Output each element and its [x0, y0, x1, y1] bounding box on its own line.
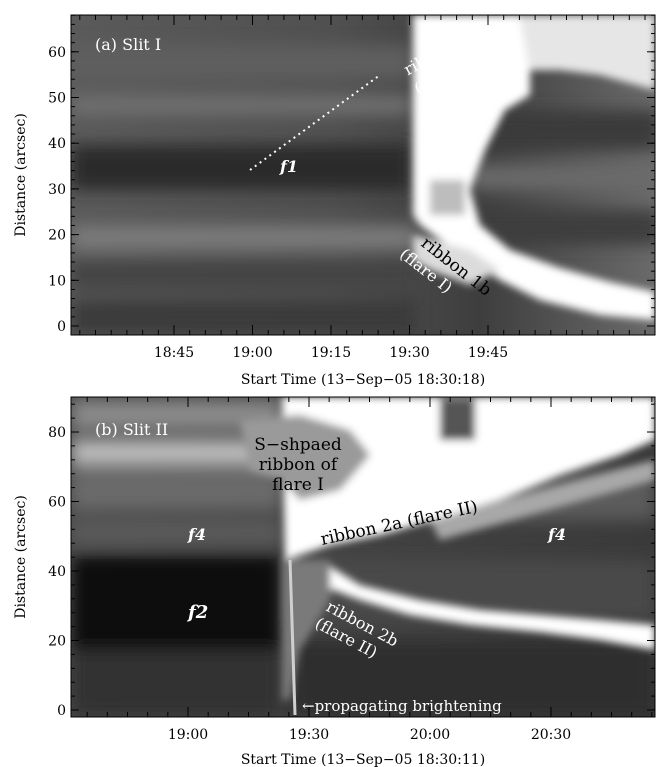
panel-b-xlabel: Start Time (13−Sep−05 18:30:11) [241, 752, 485, 767]
y-tick-label: 20 [48, 634, 66, 650]
y-tick-label: 30 [48, 182, 66, 198]
y-tick-label: 10 [48, 273, 66, 289]
x-tick-label: 19:00 [232, 345, 272, 361]
y-tick-label: 60 [48, 495, 66, 511]
y-tick-label: 40 [48, 136, 66, 152]
y-tick-label: 0 [57, 703, 66, 719]
x-tick-label: 18:45 [154, 345, 194, 361]
panel-b-f4-left: f4 [187, 525, 206, 544]
panel-a-feature-f1: f1 [279, 157, 298, 176]
x-tick-label: 19:30 [289, 727, 329, 743]
panel-b-ylabel: Distance (arcsec) [13, 495, 29, 619]
y-tick-label: 20 [48, 228, 66, 244]
y-tick-label: 50 [48, 91, 66, 107]
s-shaped-line3: flare I [272, 475, 324, 495]
panel-b-s-shaped: S−shpaed ribbon of flare I [254, 435, 342, 495]
panel-a-label: (a) Slit I [95, 35, 161, 54]
panel-a-frame [70, 14, 656, 336]
y-tick-label: 0 [57, 319, 66, 335]
y-tick-label: 60 [48, 45, 66, 61]
s-shaped-line2: ribbon of [259, 455, 339, 475]
panel-b-f4-right: f4 [547, 525, 566, 544]
panel-a: (a) Slit I f1 ribbon 1a (flare I) ribbon… [13, 14, 656, 388]
propagating-brightening-streak [288, 559, 297, 716]
x-tick-label: 19:00 [168, 727, 208, 743]
y-tick-label: 80 [48, 425, 66, 441]
panel-b: (b) Slit II S−shpaed ribbon of flare I r… [13, 396, 656, 767]
panel-b-image [71, 397, 655, 717]
x-tick-label: 19:45 [468, 345, 508, 361]
panel-b-propagating-brightening: ←propagating brightening [302, 697, 502, 715]
s-shaped-line1: S−shpaed [254, 435, 342, 455]
panel-b-x-ticks: 19:00 19:30 20:00 20:30 [86, 397, 653, 743]
panel-a-ylabel: Distance (arcsec) [13, 113, 29, 237]
y-tick-label: 40 [48, 564, 66, 580]
panel-b-label: (b) Slit II [95, 420, 168, 439]
panel-a-image [71, 15, 655, 335]
x-tick-label: 20:00 [410, 727, 450, 743]
x-tick-label: 19:15 [311, 345, 351, 361]
panel-b-f2: f2 [186, 602, 208, 623]
x-tick-label: 19:30 [389, 345, 429, 361]
panel-a-x-ticks: 18:45 19:00 19:15 19:30 19:45 [79, 15, 646, 361]
panel-a-xlabel: Start Time (13−Sep−05 18:30:18) [241, 372, 485, 388]
panel-b-y-ticks: 0 20 40 60 80 [48, 403, 655, 719]
x-tick-label: 20:30 [531, 727, 571, 743]
panel-a-y-ticks: 0 10 20 30 40 50 60 [48, 14, 655, 335]
